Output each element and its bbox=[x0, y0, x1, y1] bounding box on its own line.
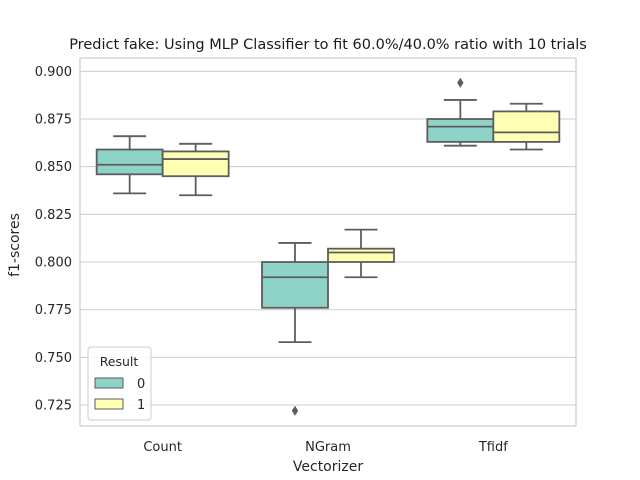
y-tick-label: 0.725 bbox=[35, 399, 72, 414]
legend-label-1: 1 bbox=[137, 398, 145, 413]
x-axis-label: Vectorizer bbox=[293, 459, 363, 475]
box-iqr bbox=[426, 118, 495, 143]
box-iqr bbox=[261, 261, 329, 309]
legend-swatch-1 bbox=[94, 398, 124, 410]
box-iqr bbox=[161, 150, 230, 178]
y-tick-label: 0.850 bbox=[35, 160, 72, 175]
x-tick-label: Count bbox=[143, 440, 182, 455]
legend-swatch-0 bbox=[94, 377, 124, 389]
legend-label-0: 0 bbox=[137, 377, 145, 392]
outlier-point bbox=[291, 405, 299, 416]
y-tick-label: 0.800 bbox=[35, 256, 72, 271]
y-tick-label: 0.775 bbox=[35, 303, 72, 318]
x-tick-label: Tfidf bbox=[478, 440, 508, 455]
x-axis-ticks: Count NGram Tfidf bbox=[143, 440, 508, 455]
box-iqr bbox=[327, 247, 395, 263]
y-tick-label: 0.900 bbox=[35, 65, 72, 80]
box-ngram-1 bbox=[327, 228, 395, 279]
box-iqr bbox=[492, 110, 561, 143]
y-tick-label: 0.825 bbox=[35, 208, 72, 223]
legend: Result 0 1 bbox=[87, 346, 152, 421]
box-plots bbox=[95, 77, 561, 416]
y-axis-ticks: 0.725 0.750 0.775 0.800 0.825 0.850 0.875 0.900 bbox=[35, 65, 72, 414]
box-tfidf-1 bbox=[492, 102, 561, 151]
y-axis-label: f1-scores bbox=[7, 213, 23, 277]
chart-title: Predict fake: Using MLP Classifier to fi… bbox=[69, 37, 587, 53]
box-ngram-0 bbox=[261, 242, 329, 416]
y-tick-label: 0.750 bbox=[35, 351, 72, 366]
box-count-0 bbox=[95, 135, 164, 195]
outlier-point bbox=[457, 77, 464, 88]
y-tick-label: 0.875 bbox=[35, 113, 72, 128]
x-tick-label: NGram bbox=[305, 440, 351, 455]
box-tfidf-0 bbox=[426, 77, 495, 147]
box-iqr bbox=[95, 148, 164, 176]
box-count-1 bbox=[161, 142, 230, 197]
plot-frame bbox=[79, 57, 577, 427]
legend-title: Result bbox=[100, 354, 139, 369]
